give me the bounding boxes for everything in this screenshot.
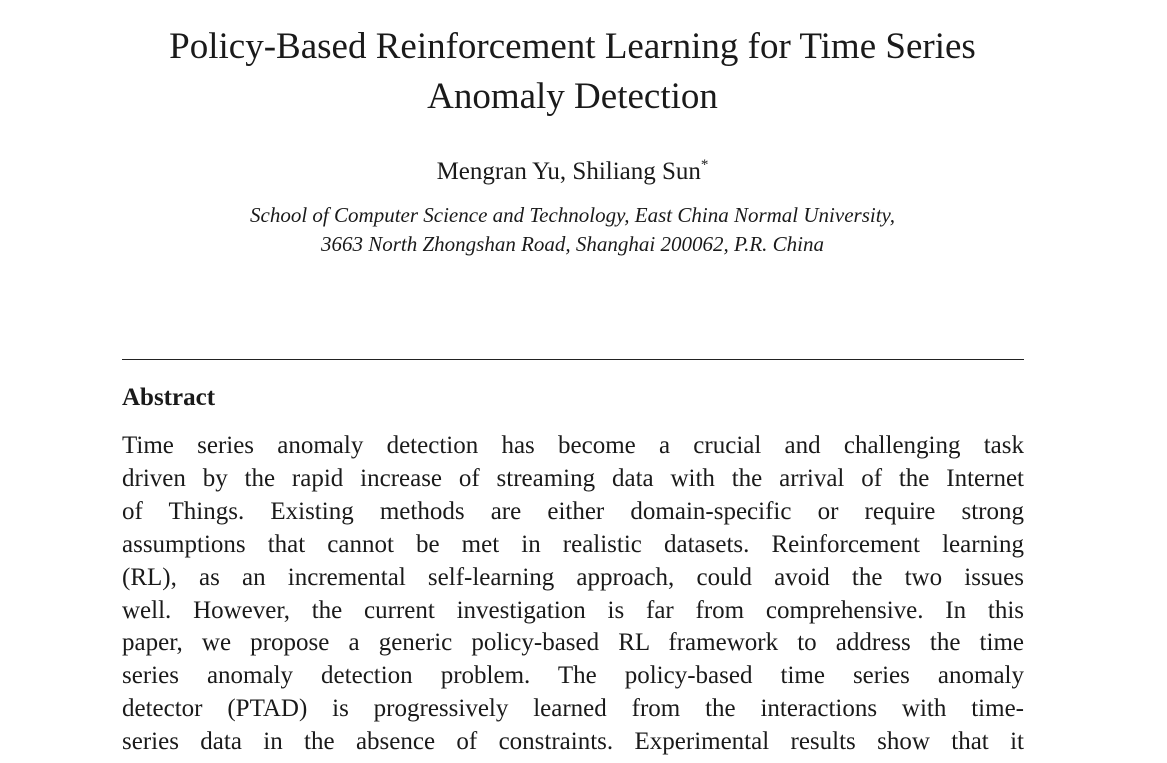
affiliation-line-2: 3663 North Zhongshan Road, Shanghai 2000…	[320, 232, 825, 256]
abstract-line: of Things. Existing methods are either d…	[122, 497, 1024, 525]
abstract-heading: Abstract	[122, 384, 216, 411]
abstract-line: detector (PTAD) is progressively learned…	[122, 695, 1024, 723]
title-line-1: Policy-Based Reinforcement Learning for …	[169, 26, 976, 67]
horizontal-rule	[122, 359, 1024, 360]
abstract-line: Time series anomaly detection has become…	[122, 432, 1024, 459]
abstract-line: paper, we propose a generic policy-based…	[122, 629, 1024, 657]
abstract-line: assumptions that cannot be met in realis…	[122, 530, 1024, 558]
author-list: Mengran Yu, Shiliang Sun*	[0, 156, 1145, 188]
abstract-line: series anomaly detection problem. The po…	[122, 662, 1024, 690]
author-names: Mengran Yu, Shiliang Sun	[436, 158, 701, 185]
affiliation: School of Computer Science and Technolog…	[0, 201, 1145, 259]
abstract-line: (RL), as an incremental self-learning ap…	[122, 563, 1024, 591]
title-line-2: Anomaly Detection	[427, 76, 718, 117]
corresponding-author-mark: *	[700, 157, 709, 173]
abstract-line: series data in the absence of constraint…	[122, 728, 1024, 756]
abstract-line: well. However, the current investigation…	[122, 596, 1024, 624]
affiliation-line-1: School of Computer Science and Technolog…	[250, 203, 895, 227]
abstract-line: driven by the rapid increase of streamin…	[122, 464, 1024, 492]
abstract-text: Time series anomaly detection has become…	[122, 430, 1024, 759]
paper-title: Policy-Based Reinforcement Learning for …	[0, 22, 1145, 122]
